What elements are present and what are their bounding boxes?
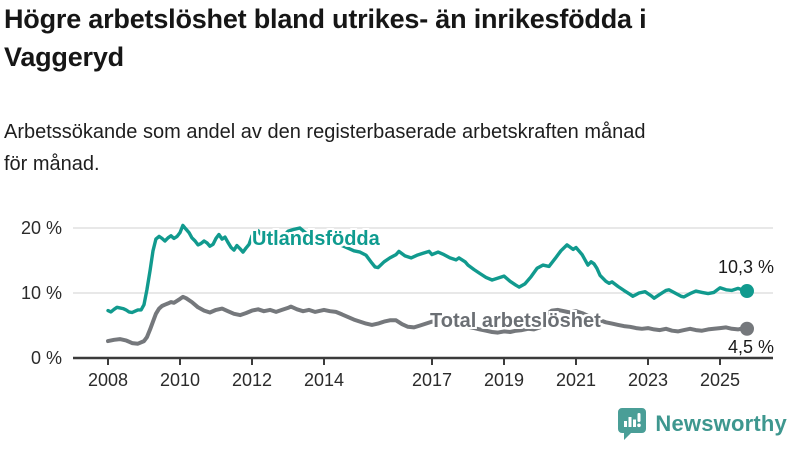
end-dot-utlandsfodda [740, 284, 754, 299]
title-line-2: Vaggeryd [4, 41, 124, 72]
series-line-total [106, 294, 749, 346]
series-label-utlandsfodda: Utlandsfödda [252, 228, 380, 250]
x-tick-label: 2014 [304, 370, 344, 390]
subtitle-line-1: Arbetssökande som andel av den registerb… [4, 121, 646, 143]
x-tick-label: 2025 [700, 370, 740, 390]
end-dot-total [740, 321, 754, 336]
x-tick-label: 2019 [484, 370, 524, 390]
title-line-1: Högre arbetslöshet bland utrikes- än inr… [4, 4, 647, 34]
series-line-utlandsfodda [106, 223, 749, 315]
subtitle-line-2: för månad. [4, 153, 100, 175]
end-value-total: 4,5 % [727, 337, 774, 357]
x-tick-label: 2017 [412, 370, 452, 390]
newsworthy-logo-icon [617, 407, 647, 440]
chart-subtitle: Arbetssökande som andel av den registerb… [4, 116, 784, 180]
x-tick-label: 2008 [88, 370, 128, 390]
x-tick-label: 2010 [160, 370, 200, 390]
series-label-total-arbetsloshet: Total arbetslöshet [430, 310, 601, 332]
y-axis-label: 0 % [31, 348, 62, 368]
newsworthy-brand-name: Newsworthy [655, 410, 787, 436]
end-value-utlandsfodda: 10,3 % [717, 257, 774, 277]
page-title: Högre arbetslöshet bland utrikes- än inr… [4, 1, 796, 77]
newsworthy-branding[interactable]: Newsworthy [617, 407, 787, 440]
y-axis-label: 10 % [21, 283, 62, 303]
x-tick-label: 2023 [628, 370, 668, 390]
x-tick-label: 2021 [556, 370, 596, 390]
y-axis-label: 20 % [21, 218, 62, 238]
x-tick-label: 2012 [232, 370, 272, 390]
